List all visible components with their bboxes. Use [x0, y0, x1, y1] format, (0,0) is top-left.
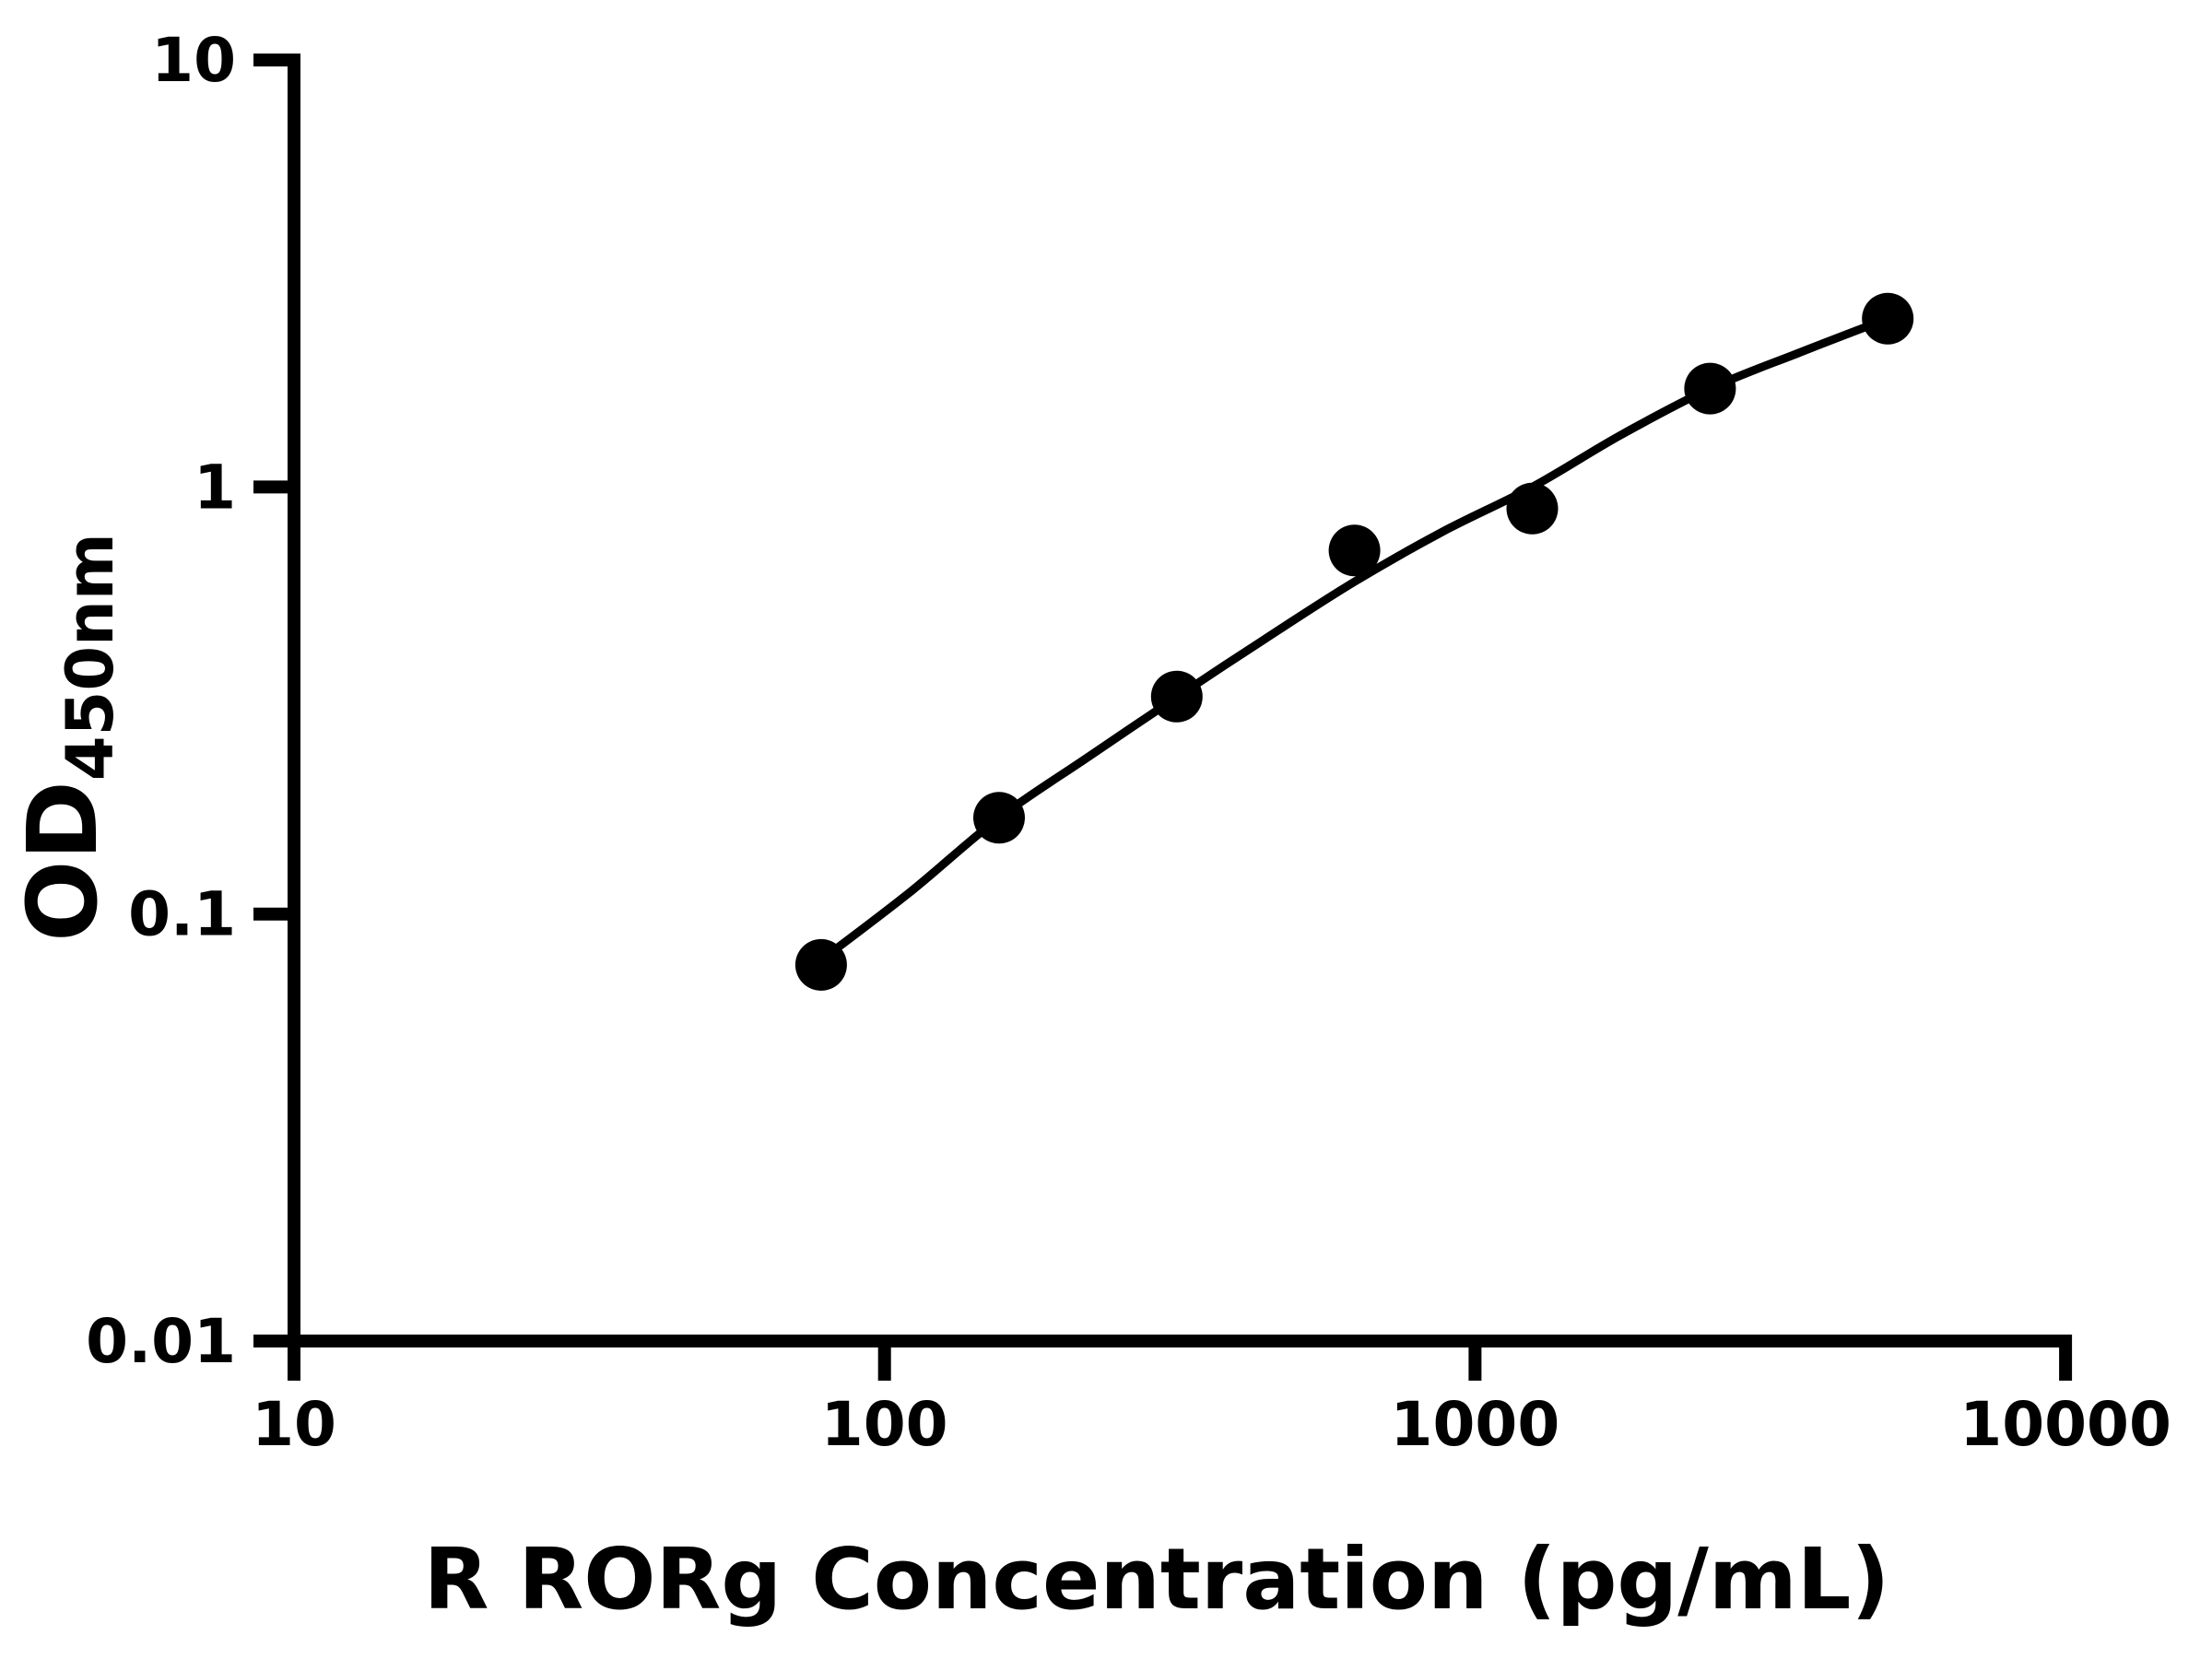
y-tick-label: 0.01 [86, 1306, 236, 1377]
data-point [1684, 362, 1736, 415]
data-point [1506, 482, 1559, 535]
y-axis-title-main: OD [6, 781, 119, 942]
x-axis-line [253, 1335, 2073, 1381]
x-tick-label: 100 [821, 1389, 948, 1460]
y-tick-label: 10 [151, 25, 236, 96]
y-tick-label: 1 [194, 452, 236, 523]
x-axis-title: R RORg Concentration (pg/mL) [424, 1530, 1890, 1629]
y-axis-title-subscript: 450nm [53, 533, 128, 781]
data-point [1862, 292, 1914, 345]
y-axis-line [253, 53, 300, 1381]
data-point [1328, 524, 1381, 577]
x-tick-label: 1000 [1391, 1389, 1560, 1460]
data-point [1150, 670, 1203, 723]
plot-area [794, 292, 1914, 991]
axes [253, 53, 2073, 1381]
axis-ticks [253, 480, 1482, 1381]
x-tick-label: 10000 [1959, 1389, 2171, 1460]
x-tick-label: 10 [252, 1389, 336, 1460]
y-axis-title: OD450nm [6, 533, 128, 942]
data-point [973, 792, 1025, 844]
y-tick-label: 0.1 [128, 879, 236, 950]
fit-curve [817, 314, 1892, 965]
data-point [794, 938, 847, 991]
